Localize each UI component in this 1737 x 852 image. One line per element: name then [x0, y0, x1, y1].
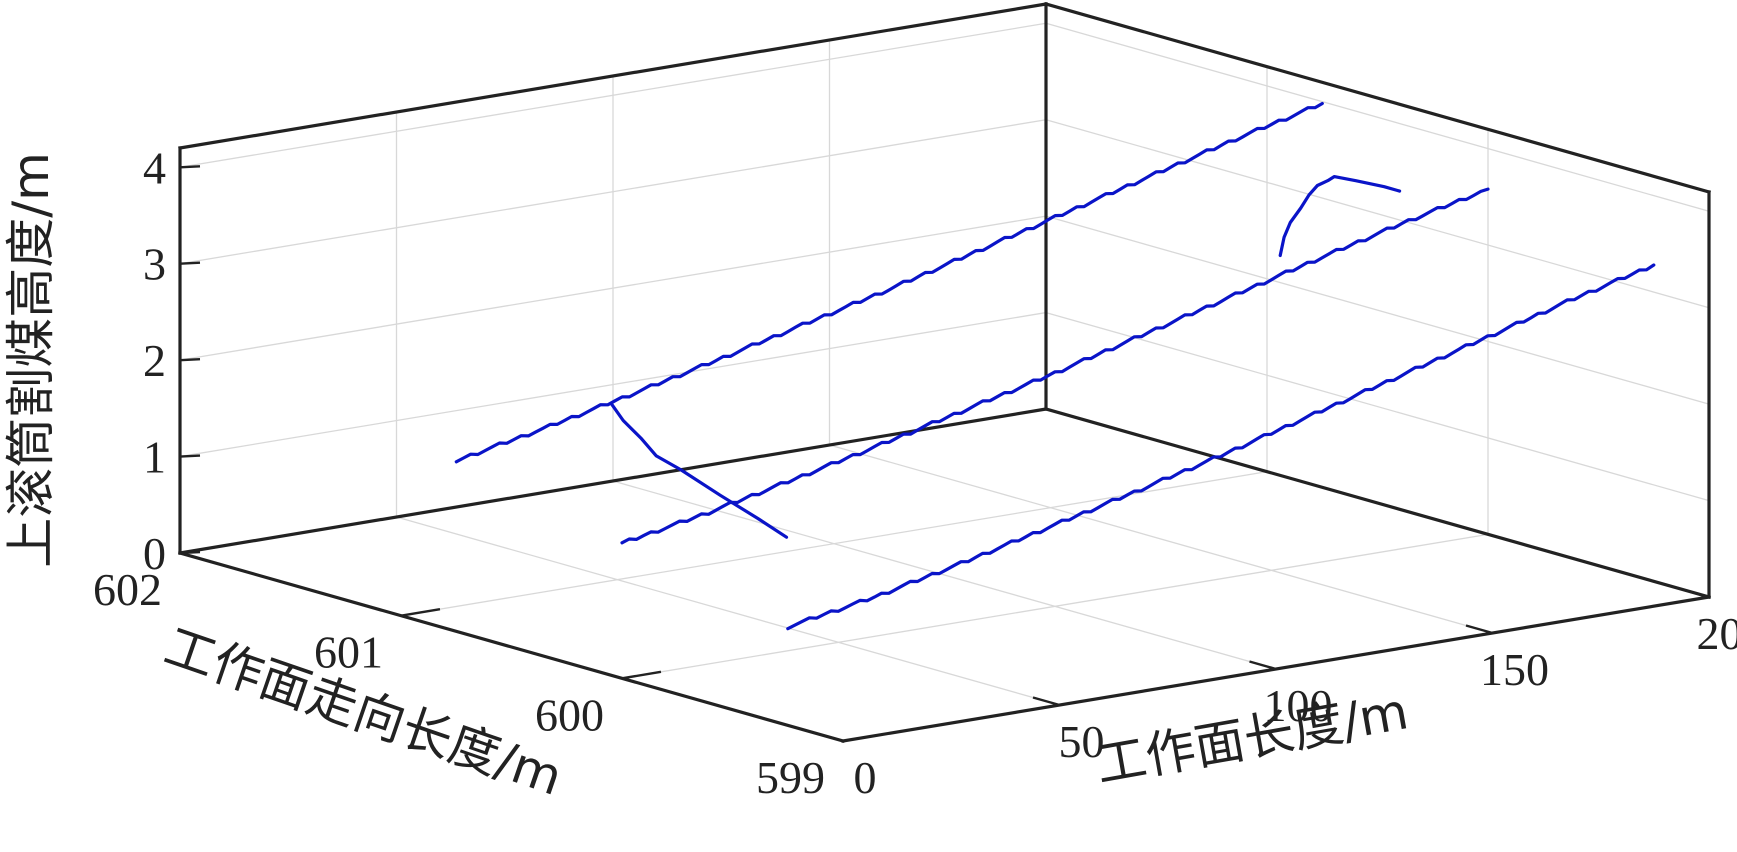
- x-tick-label: 200: [1697, 608, 1737, 659]
- series-line-3: [454, 101, 1324, 464]
- axis-box-edge: [178, 407, 1048, 555]
- z-axis-label: 上滚筒割煤高度/m: [2, 152, 60, 568]
- x-tick-mark: [1682, 588, 1710, 599]
- grid-line-side-z: [1045, 215, 1710, 405]
- x-tick-label: 150: [1480, 644, 1549, 695]
- series-line-4: [610, 403, 789, 539]
- z-tick-label: 4: [143, 142, 166, 193]
- y-tick-mark: [842, 733, 883, 743]
- grid-line-back-z: [179, 311, 1047, 458]
- z-tick-label: 3: [143, 239, 166, 290]
- grid-line-side-z: [1045, 311, 1710, 502]
- y-tick-mark: [621, 670, 662, 680]
- grid-line-floor-y: [400, 471, 1268, 617]
- grid-line-floor-x: [396, 516, 1060, 706]
- x-tick-mark: [816, 732, 844, 743]
- tick-labels: 05010015020059960060160201234: [93, 142, 1737, 803]
- axis-box-edge: [1044, 2, 1711, 194]
- x-tick-mark: [1465, 624, 1493, 635]
- axis-box-edge: [1044, 407, 1711, 599]
- grid-line-side-z: [1045, 22, 1710, 212]
- axis-box-edge: [178, 551, 845, 743]
- y-tick-label: 601: [314, 627, 383, 678]
- x-axis-label: 工作面长度/m: [1092, 682, 1413, 794]
- grid-line-floor-x: [829, 444, 1493, 634]
- axis-box-edge: [178, 2, 1048, 150]
- y-tick-label: 602: [93, 564, 162, 615]
- grid-line-side-z: [1045, 119, 1710, 309]
- series-line-5: [1278, 175, 1402, 258]
- series-layer: [454, 101, 1656, 631]
- y-tick-mark: [400, 608, 441, 617]
- series-line-2: [620, 187, 1490, 545]
- z-tick-mark: [179, 261, 201, 265]
- grid-line-floor-x: [612, 480, 1277, 670]
- z-tick-label: 0: [143, 528, 166, 579]
- z-tick-label: 2: [143, 335, 166, 386]
- z-tick-mark: [179, 357, 201, 362]
- grid-line-floor-y: [621, 533, 1489, 679]
- x-tick-mark: [1249, 660, 1277, 671]
- z-tick-label: 1: [143, 432, 166, 483]
- x-tick-label: 0: [854, 752, 877, 803]
- grid-line-back-z: [179, 215, 1047, 361]
- z-tick-mark: [179, 165, 201, 169]
- tick-marks: [179, 165, 1710, 743]
- grid-line-back-z: [179, 22, 1047, 168]
- x-tick-mark: [1032, 696, 1060, 707]
- y-tick-label: 600: [535, 689, 604, 740]
- z-tick-mark: [179, 454, 201, 458]
- x-tick-label: 50: [1059, 716, 1105, 767]
- grid-line-back-z: [179, 119, 1047, 265]
- z-tick-mark: [179, 550, 201, 555]
- series-line-1: [786, 263, 1656, 631]
- x-tick-label: 100: [1264, 680, 1333, 731]
- y-tick-label: 599: [756, 752, 825, 803]
